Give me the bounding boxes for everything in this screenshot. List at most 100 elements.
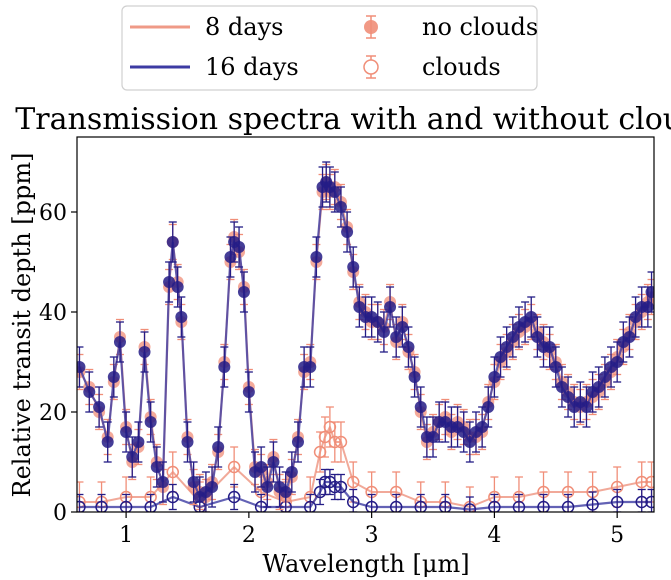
marker-filled — [310, 251, 323, 263]
data-point-16-days-no-clouds — [77, 346, 86, 388]
data-point-16-days-no-clouds — [334, 186, 347, 228]
marker-filled — [494, 351, 507, 363]
data-point-16-days-clouds — [645, 488, 654, 512]
marker-open — [166, 490, 180, 504]
legend: 8 days 16 days no clouds clouds — [121, 5, 538, 91]
y-axis-ticks: 0 20 40 60 — [39, 201, 77, 526]
x-tick-label: 3 — [365, 523, 379, 548]
marker-filled — [384, 301, 397, 313]
data-point-16-days-no-clouds — [525, 296, 538, 338]
data-point-16-days-no-clouds — [113, 321, 126, 363]
marker-filled — [402, 341, 415, 353]
data-point-16-days-no-clouds — [414, 386, 427, 428]
data-point-16-days-no-clouds — [580, 386, 593, 428]
data-point-16-days-no-clouds — [476, 406, 489, 448]
marker-open — [166, 465, 180, 479]
marker-open — [334, 480, 348, 494]
marker-filled — [328, 186, 341, 198]
marker-filled — [166, 236, 179, 248]
axes-frame — [76, 136, 655, 513]
marker-open — [119, 500, 133, 512]
marker-filled — [629, 311, 642, 323]
data-point-16-days-no-clouds — [304, 346, 317, 388]
legend-label-8-days: 8 days — [205, 13, 283, 41]
marker-open — [512, 500, 526, 512]
data-point-16-days-no-clouds — [506, 316, 519, 358]
y-tick-label: 0 — [53, 501, 67, 526]
marker-open — [144, 500, 157, 512]
legend-label-16-days: 16 days — [205, 53, 299, 81]
marker-filled — [506, 331, 519, 343]
marker-filled — [549, 361, 562, 373]
marker-filled — [255, 461, 268, 473]
marker-filled — [150, 461, 163, 473]
data-point-16-days-no-clouds — [156, 461, 169, 503]
marker-open — [488, 500, 501, 512]
marker-filled — [353, 301, 366, 313]
data-point-16-days-no-clouds — [427, 416, 440, 458]
marker-filled — [304, 361, 317, 373]
marker-open — [334, 435, 348, 449]
marker-filled — [592, 381, 605, 393]
marker-filled — [414, 401, 427, 413]
x-tick-label: 4 — [487, 523, 501, 548]
marker-open — [95, 500, 108, 512]
legend-label-no-clouds: no clouds — [422, 13, 538, 41]
marker-filled — [641, 301, 654, 313]
y-tick-label: 20 — [39, 401, 67, 426]
marker-filled — [233, 241, 246, 253]
marker-filled — [611, 356, 624, 368]
data-point-16-days-no-clouds — [555, 366, 568, 408]
marker-filled — [334, 201, 347, 213]
data-point-16-days-no-clouds — [328, 171, 341, 213]
x-tick-label: 5 — [610, 523, 624, 548]
marker-filled — [144, 416, 157, 428]
legend-marker-no-clouds — [364, 15, 378, 39]
marker-filled — [645, 286, 654, 298]
y-tick-label: 60 — [39, 201, 67, 226]
data-point-8-days-clouds — [334, 421, 348, 463]
data-point-16-days-clouds — [635, 488, 648, 512]
data-point-16-days-clouds — [334, 473, 348, 501]
marker-filled — [93, 401, 106, 413]
data-point-16-days-no-clouds — [629, 296, 642, 338]
data-point-16-days-no-clouds — [482, 386, 495, 428]
marker-filled — [113, 336, 126, 348]
data-point-16-days-no-clouds — [285, 451, 298, 493]
marker-filled — [187, 476, 200, 488]
data-point-16-days-clouds — [488, 493, 501, 512]
marker-filled — [488, 371, 501, 383]
marker-open — [645, 475, 654, 489]
marker-filled — [126, 451, 139, 463]
data-point-16-days-no-clouds — [212, 426, 225, 468]
data-point-16-days-no-clouds — [463, 421, 476, 463]
data-point-16-days-no-clouds — [408, 356, 421, 398]
legend-marker-clouds — [363, 55, 379, 79]
marker-filled — [390, 331, 403, 343]
marker-open — [346, 495, 360, 509]
data-point-16-days-clouds — [463, 496, 477, 512]
x-tick-label: 1 — [119, 523, 133, 548]
marker-filled — [218, 361, 231, 373]
marker-filled — [341, 226, 354, 238]
marker-filled — [175, 311, 188, 323]
marker-filled — [371, 316, 384, 328]
marker-open — [77, 500, 86, 512]
x-axis-label: Wavelength [μm] — [262, 550, 469, 578]
data-point-16-days-no-clouds — [611, 341, 624, 383]
data-point-16-days-no-clouds — [163, 261, 176, 303]
marker-filled — [107, 371, 120, 383]
data-point-16-days-no-clouds — [457, 411, 470, 453]
data-point-16-days-no-clouds — [645, 271, 654, 313]
marker-open — [439, 500, 452, 512]
marker-filled — [580, 401, 593, 413]
data-point-16-days-no-clouds — [166, 221, 179, 263]
marker-open — [463, 503, 477, 512]
data-point-16-days-clouds — [254, 493, 268, 512]
marker-filled — [525, 311, 538, 323]
marker-open — [561, 500, 575, 512]
data-point-16-days-no-clouds — [531, 316, 544, 358]
marker-filled — [291, 436, 304, 448]
marker-filled — [531, 331, 544, 343]
